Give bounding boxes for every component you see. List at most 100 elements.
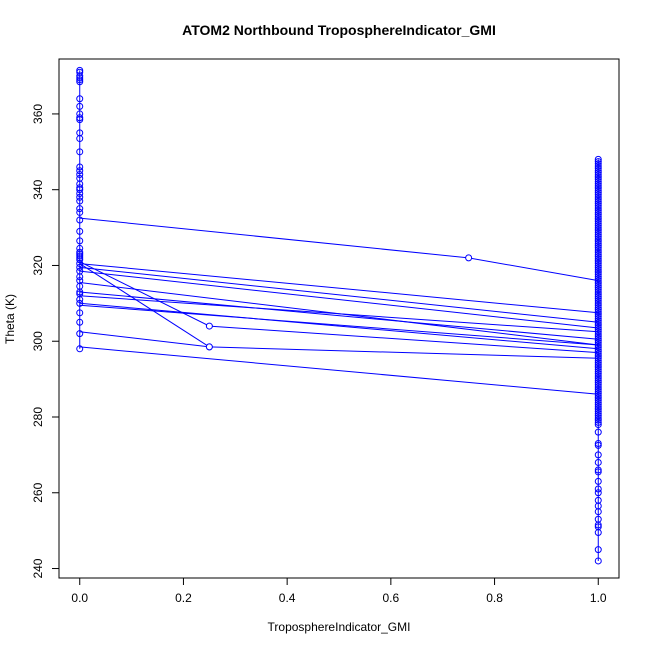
data-point: [594, 303, 602, 311]
data-point: [594, 392, 602, 400]
data-point: [594, 290, 602, 298]
data-point: [594, 363, 602, 371]
data-point: [594, 253, 602, 261]
data-point: [76, 148, 84, 156]
data-point: [594, 266, 602, 274]
y-tick-label: 280: [31, 407, 45, 427]
data-point: [594, 466, 602, 474]
data-point: [594, 200, 602, 208]
data-point: [594, 350, 602, 358]
data-point: [594, 286, 602, 294]
data-point: [594, 164, 602, 172]
y-axis: 240 260 280 300 320 340 360: [31, 104, 60, 579]
data-point: [76, 288, 84, 296]
series-line: [79, 263, 210, 348]
data-point: [594, 177, 602, 185]
series-line: [79, 346, 599, 395]
data-point: [594, 173, 602, 181]
data-point: [594, 343, 602, 351]
data-point: [594, 217, 602, 225]
data-point: [594, 321, 602, 329]
data-point: [594, 521, 602, 529]
data-point: [594, 337, 602, 345]
data-point: [594, 255, 602, 263]
data-point: [76, 237, 84, 245]
data-point: [594, 246, 602, 254]
data-point: [594, 202, 602, 210]
data-point: [205, 343, 213, 351]
y-tick-label: 300: [31, 331, 45, 351]
data-point: [594, 385, 602, 393]
data-point: [594, 390, 602, 398]
data-point: [594, 352, 602, 360]
data-point: [594, 477, 602, 485]
data-point: [594, 379, 602, 387]
data-point: [594, 334, 602, 342]
data-point: [594, 273, 602, 281]
data-point: [594, 328, 602, 336]
x-axis: 0.0 0.2 0.4 0.6 0.8 1.0: [71, 577, 607, 605]
data-point: [594, 284, 602, 292]
data-point: [594, 403, 602, 411]
data-point: [594, 193, 602, 201]
data-point: [594, 421, 602, 429]
data-point: [594, 387, 602, 395]
data-point: [594, 275, 602, 283]
data-point: [76, 76, 84, 84]
data-point: [594, 310, 602, 318]
data-point: [76, 78, 84, 86]
data-point: [594, 206, 602, 214]
data-point: [594, 546, 602, 554]
series-line: [79, 270, 599, 329]
data-point: [594, 356, 602, 364]
data-point: [594, 295, 602, 303]
data-point: [594, 332, 602, 340]
data-point: [594, 257, 602, 265]
data-point: [76, 216, 84, 224]
data-point: [594, 208, 602, 216]
data-point: [594, 211, 602, 219]
data-point: [594, 264, 602, 272]
data-point: [594, 155, 602, 163]
data-point: [594, 348, 602, 356]
data-point: [465, 254, 473, 262]
data-point: [76, 299, 84, 307]
data-point: [594, 259, 602, 267]
data-point: [594, 396, 602, 404]
series-line: [79, 304, 599, 346]
data-point: [594, 301, 602, 309]
data-point: [594, 372, 602, 380]
data-point: [76, 163, 84, 171]
x-axis-label: TroposphereIndicator_GMI: [268, 620, 411, 634]
y-tick-label: 240: [31, 558, 45, 578]
data-point: [594, 508, 602, 516]
data-point: [594, 270, 602, 278]
data-point: [594, 412, 602, 420]
data-point: [76, 102, 84, 110]
data-point: [594, 248, 602, 256]
data-point: [594, 226, 602, 234]
data-point: [594, 458, 602, 466]
data-point: [76, 227, 84, 235]
data-point: [76, 345, 84, 353]
data-point: [594, 233, 602, 241]
x-tick-label: 1.0: [590, 591, 607, 605]
series-lines: [79, 70, 599, 561]
y-tick-label: 360: [31, 104, 45, 124]
data-point: [594, 186, 602, 194]
series-points: [76, 66, 602, 565]
series-line: [79, 295, 599, 333]
data-point: [594, 224, 602, 232]
data-point: [594, 169, 602, 177]
data-point: [594, 171, 602, 179]
data-point: [594, 239, 602, 247]
data-point: [76, 263, 84, 271]
data-point: [76, 135, 84, 143]
y-tick-label: 320: [31, 255, 45, 275]
data-point: [594, 326, 602, 334]
data-point: [594, 381, 602, 389]
data-point: [76, 309, 84, 317]
data-point: [594, 416, 602, 424]
data-point: [594, 297, 602, 305]
x-tick-label: 0.8: [486, 591, 503, 605]
